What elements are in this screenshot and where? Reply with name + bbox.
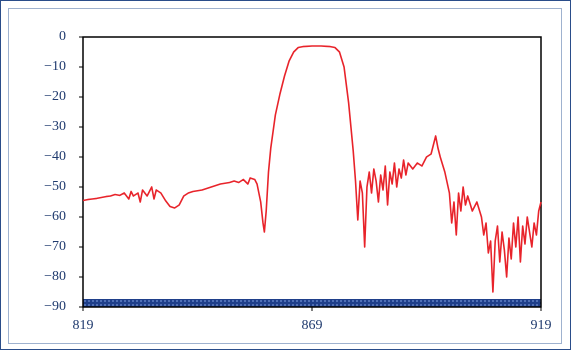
y-tick-label: −20: [44, 89, 66, 104]
y-tick-label: −70: [44, 239, 66, 254]
y-tick-label: −80: [44, 269, 66, 284]
plot-frame: [82, 36, 542, 308]
chart-area: [8, 8, 562, 344]
x-tick-label: 919: [531, 318, 552, 333]
y-tick-label: −60: [44, 209, 66, 224]
axis-band: [83, 299, 541, 307]
y-tick-label: −90: [44, 299, 66, 314]
y-tick-label: −40: [44, 149, 66, 164]
x-tick-label: 819: [73, 318, 94, 333]
y-tick-label: −30: [44, 119, 66, 134]
line-series: [82, 45, 542, 293]
y-tick-label: 0: [59, 29, 66, 44]
y-tick-label: −10: [44, 59, 66, 74]
x-tick-label: 869: [302, 318, 323, 333]
y-tick-label: −50: [44, 179, 66, 194]
